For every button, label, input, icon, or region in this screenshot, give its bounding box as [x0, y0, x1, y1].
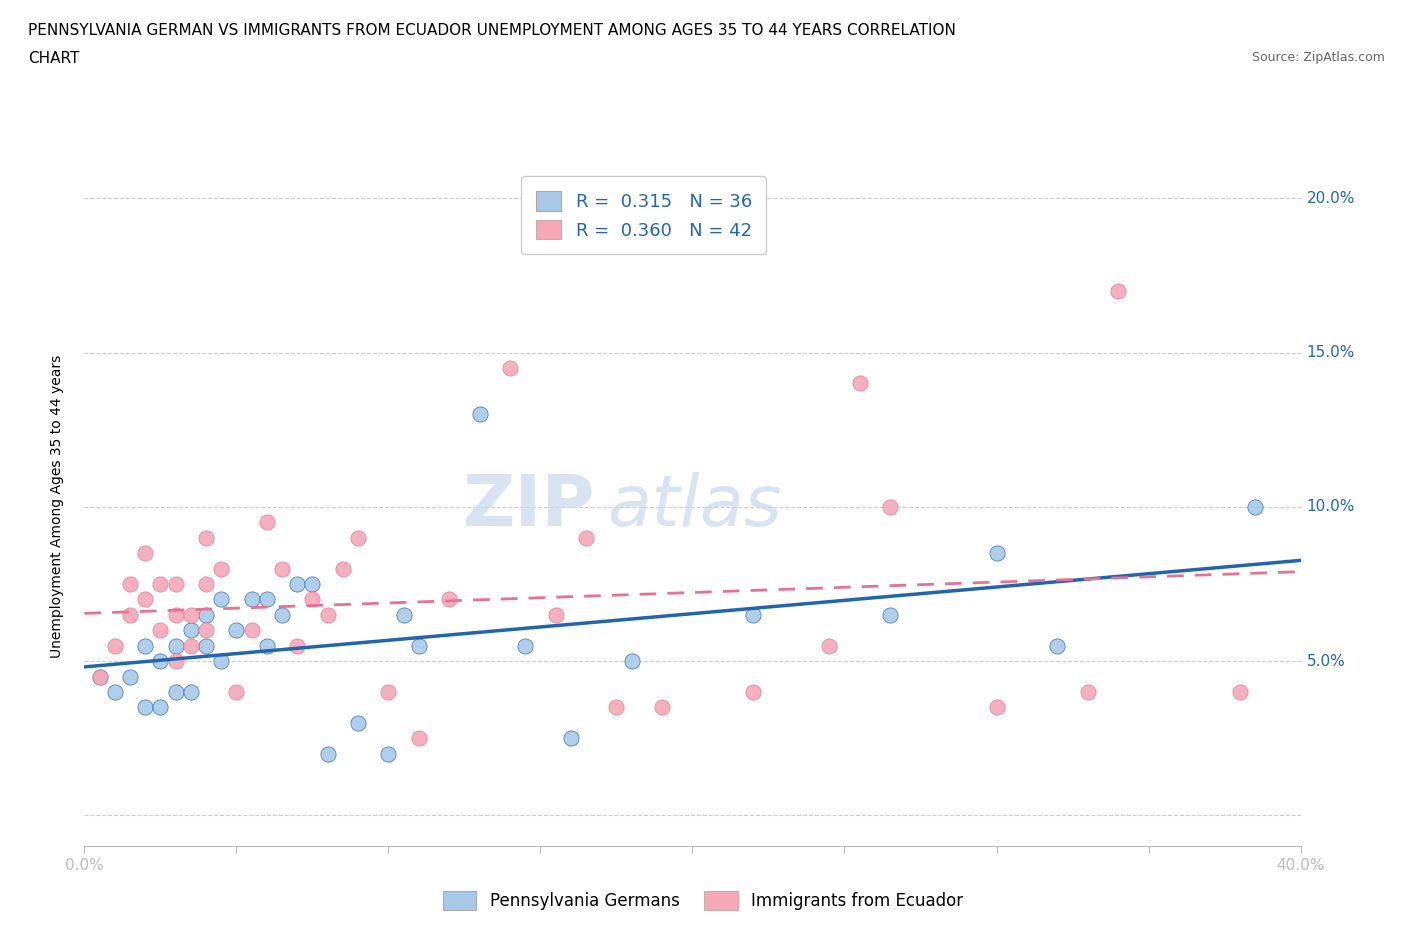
Point	[225, 684, 247, 699]
Point	[271, 561, 294, 576]
Point	[347, 715, 370, 730]
Point	[605, 700, 627, 715]
Point	[149, 623, 172, 638]
Point	[194, 530, 218, 545]
Point	[285, 577, 308, 591]
Point	[209, 592, 232, 607]
Point	[194, 607, 218, 622]
Point	[149, 577, 172, 591]
Point	[1244, 499, 1267, 514]
Point	[104, 684, 127, 699]
Point	[149, 654, 172, 669]
Text: ZIP: ZIP	[463, 472, 595, 541]
Point	[240, 592, 263, 607]
Point	[180, 684, 202, 699]
Point	[209, 561, 232, 576]
Point	[408, 638, 430, 653]
Point	[194, 638, 218, 653]
Point	[468, 406, 491, 421]
Point	[544, 607, 567, 622]
Text: PENNSYLVANIA GERMAN VS IMMIGRANTS FROM ECUADOR UNEMPLOYMENT AMONG AGES 35 TO 44 : PENNSYLVANIA GERMAN VS IMMIGRANTS FROM E…	[28, 23, 956, 38]
Point	[271, 607, 294, 622]
Point	[392, 607, 415, 622]
Point	[439, 592, 461, 607]
Point	[180, 638, 202, 653]
Point	[301, 577, 323, 591]
Point	[89, 670, 111, 684]
Text: 5.0%: 5.0%	[1306, 654, 1346, 669]
Point	[651, 700, 673, 715]
Point	[620, 654, 643, 669]
Point	[560, 731, 582, 746]
Point	[134, 700, 156, 715]
Point	[499, 361, 522, 376]
Text: atlas: atlas	[607, 472, 782, 541]
Point	[240, 623, 263, 638]
Point	[986, 700, 1008, 715]
Y-axis label: Unemployment Among Ages 35 to 44 years: Unemployment Among Ages 35 to 44 years	[49, 355, 63, 658]
Point	[134, 592, 156, 607]
Point	[848, 376, 870, 391]
Point	[194, 577, 218, 591]
Text: 20.0%: 20.0%	[1306, 191, 1355, 206]
Point	[256, 515, 278, 530]
Point	[1077, 684, 1099, 699]
Point	[134, 638, 156, 653]
Text: 15.0%: 15.0%	[1306, 345, 1355, 360]
Point	[118, 577, 141, 591]
Point	[165, 607, 187, 622]
Point	[256, 638, 278, 653]
Point	[515, 638, 537, 653]
Point	[1107, 284, 1129, 299]
Text: CHART: CHART	[28, 51, 80, 66]
Point	[149, 700, 172, 715]
Text: Source: ZipAtlas.com: Source: ZipAtlas.com	[1251, 51, 1385, 64]
Point	[986, 546, 1008, 561]
Point	[316, 746, 339, 761]
Point	[377, 684, 399, 699]
Point	[165, 684, 187, 699]
Point	[194, 623, 218, 638]
Point	[225, 623, 247, 638]
Legend: R =  0.315   N = 36, R =  0.360   N = 42: R = 0.315 N = 36, R = 0.360 N = 42	[522, 177, 766, 254]
Point	[408, 731, 430, 746]
Point	[118, 607, 141, 622]
Point	[89, 670, 111, 684]
Point	[879, 607, 901, 622]
Point	[1046, 638, 1069, 653]
Point	[285, 638, 308, 653]
Point	[165, 638, 187, 653]
Point	[180, 623, 202, 638]
Point	[316, 607, 339, 622]
Point	[165, 654, 187, 669]
Point	[377, 746, 399, 761]
Point	[332, 561, 354, 576]
Point	[104, 638, 127, 653]
Point	[134, 546, 156, 561]
Point	[301, 592, 323, 607]
Point	[742, 684, 765, 699]
Point	[1229, 684, 1251, 699]
Point	[818, 638, 841, 653]
Point	[256, 592, 278, 607]
Point	[575, 530, 598, 545]
Point	[180, 607, 202, 622]
Point	[347, 530, 370, 545]
Point	[209, 654, 232, 669]
Legend: Pennsylvania Germans, Immigrants from Ecuador: Pennsylvania Germans, Immigrants from Ec…	[436, 884, 970, 917]
Point	[742, 607, 765, 622]
Text: 10.0%: 10.0%	[1306, 499, 1355, 514]
Point	[118, 670, 141, 684]
Point	[879, 499, 901, 514]
Point	[165, 577, 187, 591]
